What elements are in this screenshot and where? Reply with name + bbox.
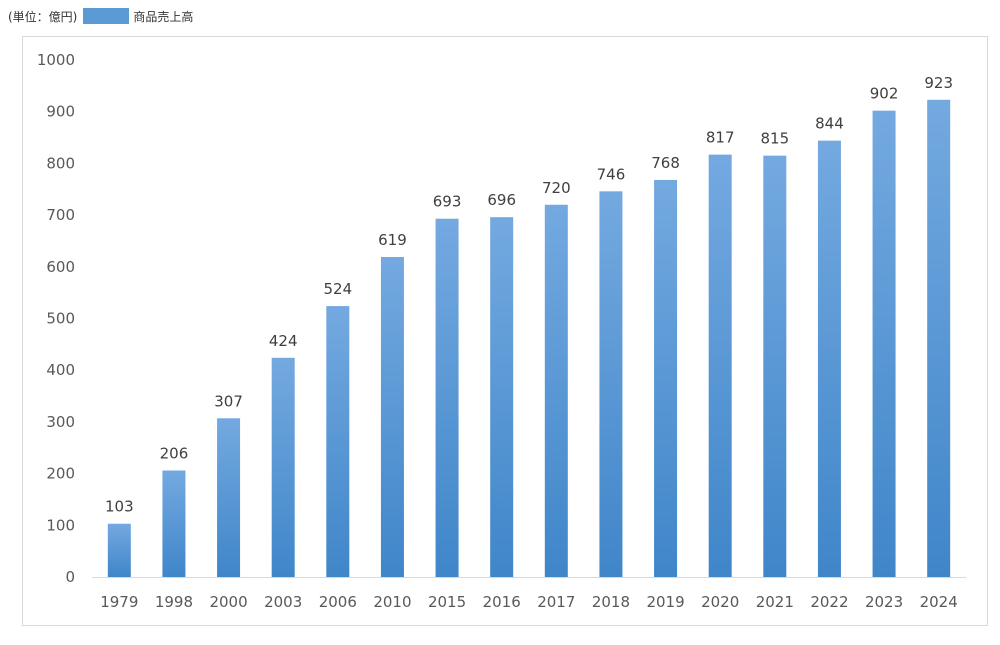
bar <box>599 191 623 577</box>
x-axis: 1979 1998 2000 2003 2006 2010 2015 2016 2017 2018… <box>92 577 966 611</box>
y-tick-label: 0 <box>65 568 75 586</box>
x-tick-label: 2024 <box>920 593 958 611</box>
x-tick-label: 2003 <box>264 593 302 611</box>
bar <box>271 357 295 577</box>
data-label: 103 <box>105 498 134 516</box>
bar <box>490 217 514 577</box>
chart-frame <box>22 36 988 626</box>
data-label: 693 <box>433 193 462 211</box>
data-label: 524 <box>323 280 352 298</box>
data-label: 923 <box>924 74 953 92</box>
y-tick-label: 100 <box>46 516 75 534</box>
y-tick-label: 1000 <box>37 51 75 69</box>
x-tick-label: 2016 <box>483 593 521 611</box>
bar <box>162 470 186 577</box>
x-tick-label: 2022 <box>810 593 848 611</box>
data-label: 720 <box>542 179 571 197</box>
x-tick-label: 2015 <box>428 593 466 611</box>
x-tick-label: 2020 <box>701 593 739 611</box>
y-axis: 0 100 200 300 400 500 600 700 800 900 1000 <box>37 51 75 586</box>
x-tick-label: 2000 <box>209 593 247 611</box>
bar <box>872 110 896 577</box>
legend-label: 商品売上高 <box>133 9 194 24</box>
data-label: 619 <box>378 231 407 249</box>
bar <box>654 179 678 577</box>
y-tick-label: 800 <box>46 154 75 172</box>
y-tick-label: 900 <box>46 103 75 121</box>
data-label: 307 <box>214 392 243 410</box>
data-label: 844 <box>815 115 844 133</box>
data-label: 206 <box>160 444 189 462</box>
bar <box>380 256 404 577</box>
y-tick-label: 600 <box>46 258 75 276</box>
y-tick-label: 400 <box>46 361 75 379</box>
bar <box>763 155 787 577</box>
data-label: 746 <box>597 165 626 183</box>
legend: 商品売上高 <box>83 8 193 25</box>
bar <box>544 204 568 577</box>
x-tick-label: 2006 <box>319 593 357 611</box>
unit-label: (単位：億円) <box>8 9 78 24</box>
data-label: 696 <box>487 191 516 209</box>
x-tick-label: 2023 <box>865 593 903 611</box>
data-label: 424 <box>269 332 298 350</box>
y-tick-label: 300 <box>46 413 75 431</box>
y-tick-label: 500 <box>46 310 75 328</box>
x-tick-label: 2017 <box>537 593 575 611</box>
data-label: 902 <box>870 85 899 103</box>
bar <box>326 306 350 577</box>
chart-header: (単位：億円) 商品売上高 <box>8 7 193 25</box>
bar <box>927 99 951 578</box>
x-tick-label: 1998 <box>155 593 193 611</box>
y-tick-label: 200 <box>46 465 75 483</box>
bar <box>435 218 459 577</box>
x-tick-label: 2018 <box>592 593 630 611</box>
data-label: 768 <box>651 154 680 172</box>
bar <box>107 523 131 577</box>
x-tick-label: 1979 <box>100 593 138 611</box>
bars: 103 206 307 424 524 619 693 696 720 746 768 817 815 8… <box>105 74 953 578</box>
legend-swatch <box>83 8 130 24</box>
x-tick-label: 2019 <box>646 593 684 611</box>
y-tick-label: 700 <box>46 206 75 224</box>
data-label: 815 <box>760 130 789 148</box>
bar <box>817 140 841 578</box>
bar <box>217 418 241 577</box>
data-label: 817 <box>706 129 735 147</box>
bar <box>708 154 732 577</box>
x-tick-label: 2010 <box>373 593 411 611</box>
x-tick-label: 2021 <box>756 593 794 611</box>
